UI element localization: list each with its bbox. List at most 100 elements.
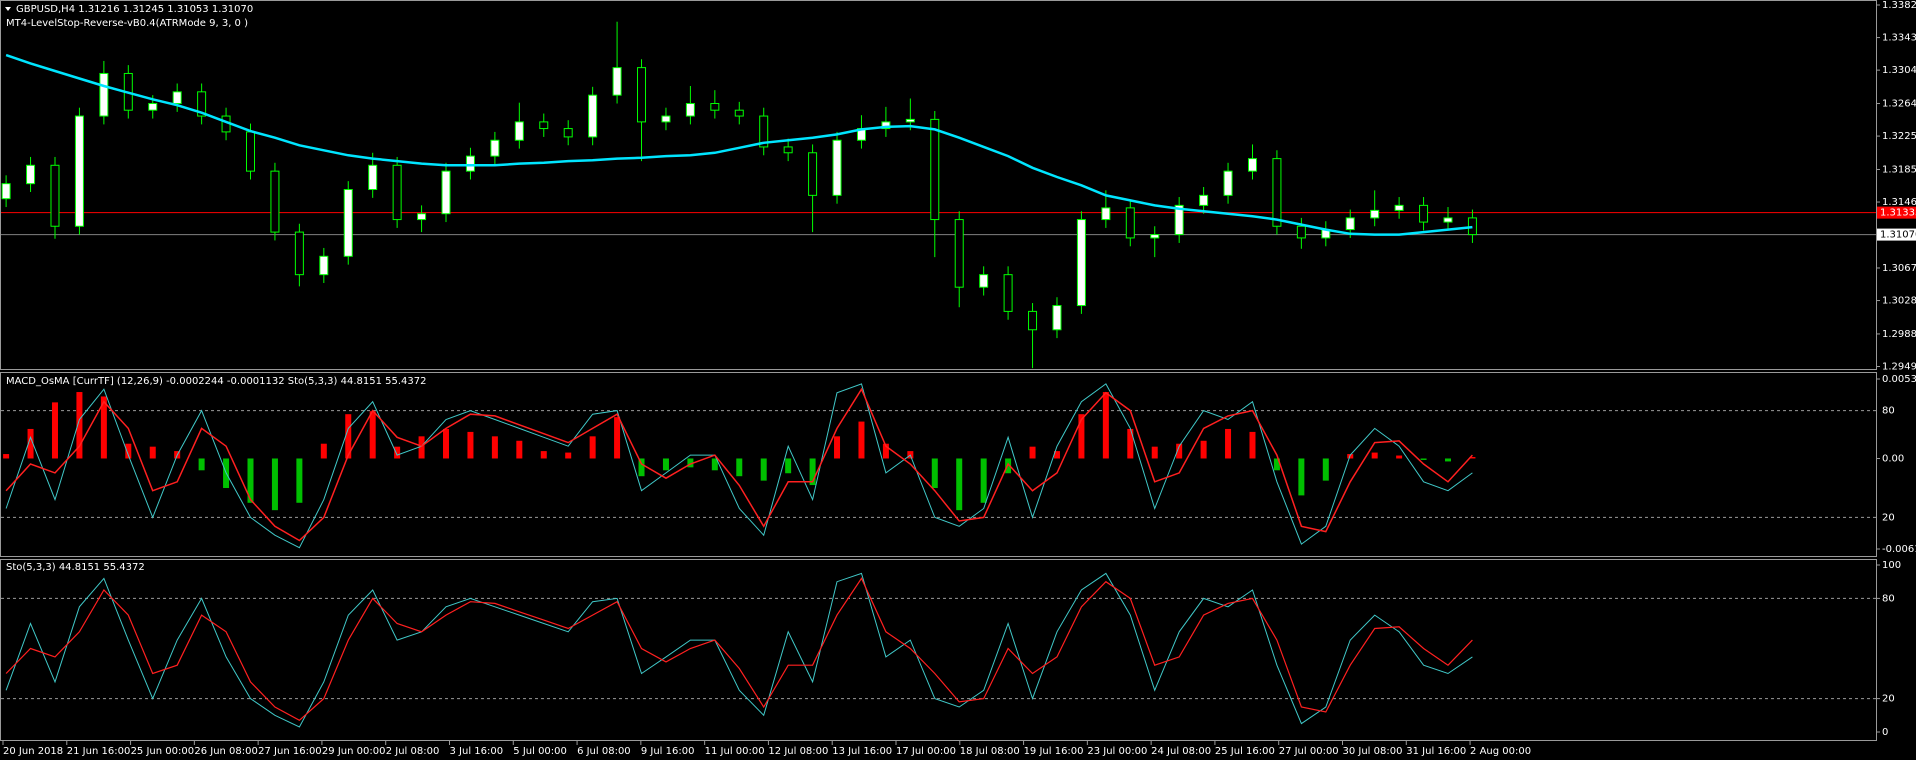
candle-body	[26, 164, 36, 185]
macd-bar	[1102, 392, 1109, 459]
candle-body	[1467, 217, 1477, 236]
y-tick-label: 1.31850	[1882, 164, 1916, 175]
y-tick-label: 0	[1882, 727, 1888, 738]
candle-body	[1101, 207, 1111, 221]
macd-bar	[1469, 457, 1476, 459]
macd-bar	[1176, 443, 1183, 459]
candle-body	[1003, 274, 1013, 312]
macd-bar	[1151, 446, 1158, 459]
y-tick-label: 1.29880	[1882, 329, 1916, 340]
macd-bar	[467, 431, 474, 459]
macd-bar	[418, 436, 425, 459]
macd-bar	[125, 443, 132, 459]
macd-panel-sto-main	[5, 383, 1473, 549]
candle-body	[441, 170, 451, 215]
macd-bar	[711, 458, 718, 471]
candle-body	[881, 121, 891, 130]
x-tick-label: 20 Jun 2018	[3, 746, 63, 757]
y-tick-label: 20	[1882, 694, 1895, 705]
candle-body	[612, 67, 622, 96]
macd-bar	[198, 458, 205, 471]
macd-bar	[1249, 431, 1256, 459]
macd-bar	[1273, 458, 1280, 471]
macd-bar	[834, 436, 841, 459]
candle-body	[930, 118, 940, 221]
macd-bar	[27, 428, 34, 459]
candle-body	[1199, 194, 1209, 206]
candle-body	[514, 121, 524, 141]
x-tick-label: 27 Jul 00:00	[1279, 746, 1339, 757]
macd-bar	[540, 451, 547, 459]
macd-bar	[320, 443, 327, 459]
candle-body	[685, 103, 695, 117]
macd-bar	[516, 440, 523, 459]
x-tick-label: 5 Jul 00:00	[513, 746, 567, 757]
macd-bar	[3, 454, 10, 459]
candle-body	[588, 94, 598, 138]
macd-panel	[0, 372, 1877, 557]
macd-bar	[1396, 455, 1403, 459]
candle-body	[490, 139, 500, 157]
price-label-box	[1877, 228, 1916, 241]
y-tick-label: 1.33430	[1882, 33, 1916, 44]
x-tick-label: 18 Jul 08:00	[960, 746, 1020, 757]
y-tick-label: 0.00	[1882, 453, 1904, 464]
macd-bar	[614, 417, 621, 459]
x-tick-label: 2 Jul 08:00	[386, 746, 440, 757]
y-tick-label: 1.30670	[1882, 263, 1916, 274]
y-tick-label: 1.32250	[1882, 131, 1916, 142]
macd-panel-sto-signal	[5, 387, 1473, 542]
candle-body	[417, 213, 427, 221]
macd-bar	[345, 414, 352, 459]
x-tick-label: 3 Jul 16:00	[449, 746, 503, 757]
symbol-header: GBPUSD,H4 1.31216 1.31245 1.31053 1.3107…	[16, 4, 253, 15]
x-tick-label: 11 Jul 00:00	[705, 746, 765, 757]
candle-body	[1076, 219, 1086, 307]
x-tick-label: 23 Jul 00:00	[1087, 746, 1147, 757]
candle-body	[1028, 310, 1038, 331]
y-tick-label: 1.33820	[1882, 0, 1916, 11]
macd-bar	[1444, 458, 1451, 462]
candle-body	[1, 183, 11, 200]
macd-bar	[1005, 458, 1012, 474]
y-tick-label: 1.33040	[1882, 65, 1916, 76]
candle-body	[343, 189, 353, 257]
macd-bar	[100, 396, 107, 459]
candle-body	[368, 164, 378, 191]
candle-body	[905, 118, 915, 123]
candle-body	[50, 164, 60, 227]
price-label: 1.31333	[1880, 208, 1916, 219]
macd-bar	[931, 458, 938, 489]
menu-arrow[interactable]	[5, 7, 11, 11]
x-tick-label: 25 Jun 00:00	[131, 746, 195, 757]
macd-bar	[638, 458, 645, 477]
x-tick-label: 25 Jul 16:00	[1215, 746, 1275, 757]
x-tick-label: 9 Jul 16:00	[641, 746, 695, 757]
x-tick-label: 12 Jul 08:00	[768, 746, 828, 757]
macd-bar	[491, 436, 498, 459]
y-tick-label: -0.006130	[1882, 544, 1916, 555]
macd-bar	[980, 458, 987, 503]
price-panel	[0, 0, 1877, 370]
y-tick-label: 0.005383	[1882, 374, 1916, 385]
sto-signal	[5, 577, 1473, 722]
y-tick-label: 80	[1882, 593, 1895, 604]
macd-bar	[662, 458, 669, 471]
candle-body	[197, 91, 207, 117]
candle-body	[759, 115, 769, 148]
indicator-label: MT4-LevelStop-Reverse-vB0.4(ATRMode 9, 3…	[6, 18, 248, 29]
macd-bar	[956, 458, 963, 511]
candle-body	[832, 139, 842, 196]
macd-bar	[149, 446, 156, 459]
sto-title: Sto(5,3,3) 44.8151 55.4372	[6, 562, 145, 573]
macd-bar	[1298, 458, 1305, 496]
candle-body	[637, 67, 647, 123]
candle-body	[734, 109, 744, 117]
macd-bar	[589, 436, 596, 459]
candle-body	[99, 72, 109, 117]
candle-body	[1419, 204, 1429, 223]
candle-body	[563, 128, 573, 138]
x-tick-label: 6 Jul 08:00	[577, 746, 631, 757]
candle-body	[172, 91, 182, 105]
x-tick-label: 24 Jul 08:00	[1151, 746, 1211, 757]
